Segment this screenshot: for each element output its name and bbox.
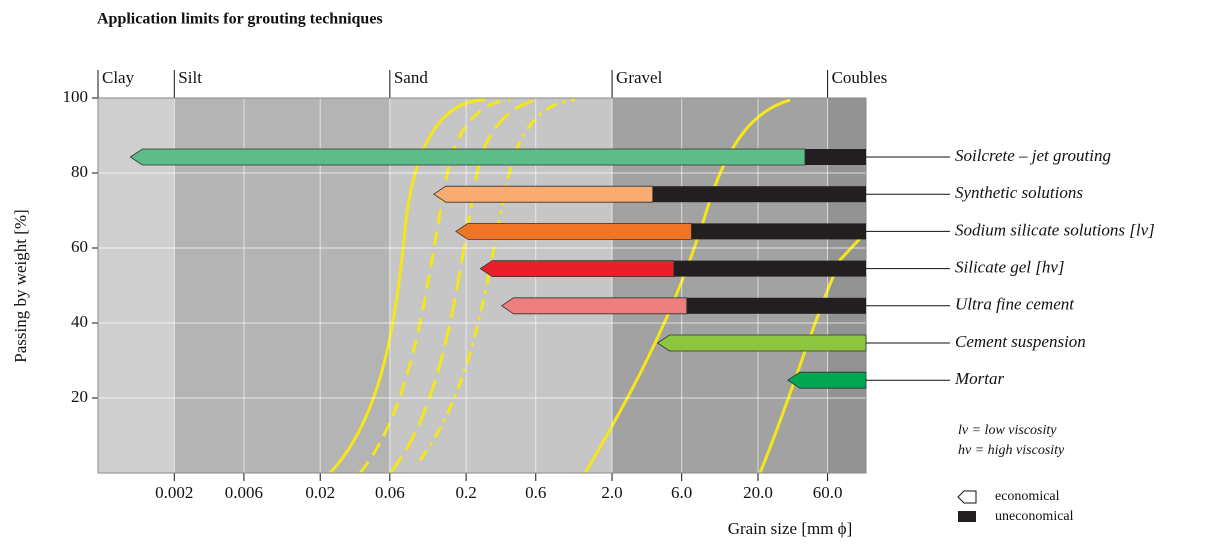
x-tick-label: 20.0 (743, 483, 773, 502)
x-tick-label: 0.2 (456, 483, 477, 502)
economical-bar (434, 186, 653, 202)
y-tick-label: 80 (71, 162, 88, 181)
note: lv = low viscosity (958, 423, 1057, 438)
y-tick-label: 20 (71, 387, 88, 406)
x-axis-label: Grain size [mm ϕ] (728, 519, 853, 538)
chart: Application limits for grouting techniqu… (0, 0, 1222, 545)
x-tick-label: 0.6 (525, 483, 546, 502)
economical-bar (788, 372, 866, 388)
economical-bar (456, 223, 692, 239)
series-label: Ultra fine cement (955, 295, 1075, 314)
economical-bar (502, 298, 687, 314)
economical-bar (130, 149, 805, 165)
soil-class: Silt (178, 68, 202, 87)
uneconomical-bar (674, 261, 866, 277)
x-tick-label: 2.0 (601, 483, 622, 502)
economical-bar (658, 335, 866, 351)
y-tick-label: 100 (63, 87, 89, 106)
legend-label: uneconomical (995, 509, 1074, 524)
y-tick-label: 40 (71, 312, 88, 331)
series-label: Mortar (954, 369, 1005, 388)
soil-class: Gravel (616, 68, 663, 87)
series-label: Synthetic solutions (955, 183, 1083, 202)
x-tick-label: 6.0 (671, 483, 692, 502)
y-tick-label: 60 (71, 237, 88, 256)
x-tick-label: 60.0 (813, 483, 843, 502)
x-tick-label: 0.02 (305, 483, 335, 502)
series-label: Cement suspension (955, 332, 1086, 351)
series-label: Sodium silicate solutions [lv] (955, 220, 1155, 239)
legend-swatch (958, 511, 976, 522)
note: hv = high viscosity (958, 443, 1065, 458)
x-tick-label: 0.002 (155, 483, 193, 502)
x-tick-label: 0.06 (375, 483, 405, 502)
page: Application limits for grouting techniqu… (0, 0, 1222, 550)
y-axis-label: Passing by weight [%] (11, 209, 30, 362)
chart-title: Application limits for grouting techniqu… (97, 11, 383, 28)
soil-class: Sand (394, 68, 429, 87)
economical-bar (480, 261, 674, 277)
series-label: Soilcrete – jet grouting (955, 146, 1111, 165)
uneconomical-bar (805, 149, 866, 165)
soil-class: Coubles (832, 68, 888, 87)
series-label: Silicate gel [hv] (955, 258, 1065, 277)
legend-label: economical (995, 489, 1060, 504)
x-tick-label: 0.006 (225, 483, 263, 502)
uneconomical-bar (653, 186, 866, 202)
soil-class: Clay (102, 68, 135, 87)
uneconomical-bar (691, 223, 866, 239)
uneconomical-bar (687, 298, 866, 314)
legend-swatch (958, 491, 976, 503)
